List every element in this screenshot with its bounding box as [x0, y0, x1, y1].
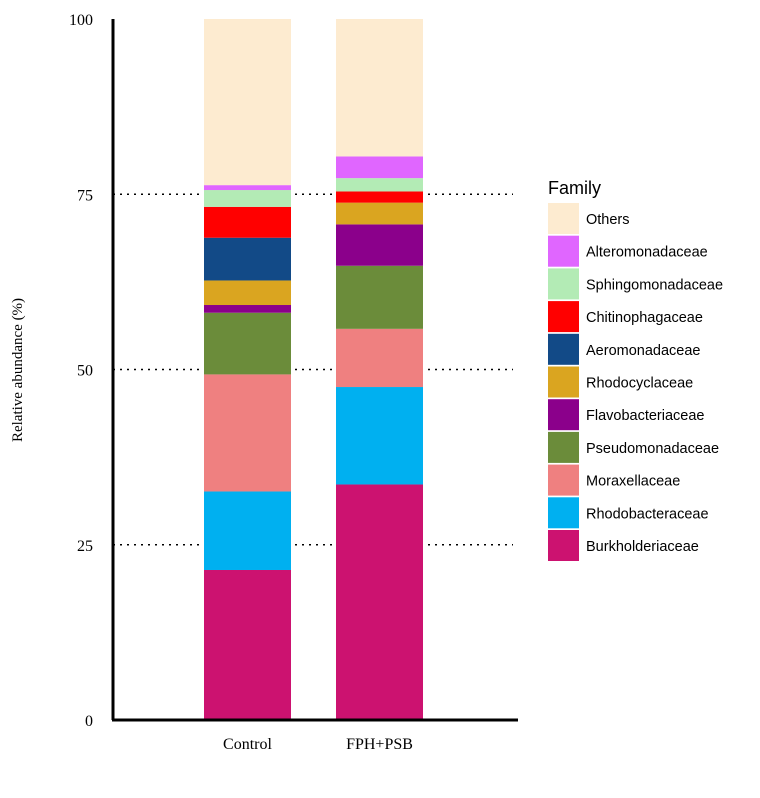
y-tick-label-0: 0 — [85, 713, 93, 730]
legend-swatch-alteromonadaceae — [548, 235, 579, 267]
legend-swatch-rhodocyclaceae — [548, 366, 579, 398]
bar-segment-fph-psb-others — [336, 19, 423, 157]
legend-title: Family — [548, 178, 601, 198]
bar-segment-control-chitinophagaceae — [204, 206, 291, 238]
legend-label-chitinophagaceae: Chitinophagaceae — [586, 310, 703, 326]
bar-segment-fph-psb-alteromonadaceae — [336, 156, 423, 179]
legend-label-others: Others — [586, 212, 630, 228]
y-tick-label-50: 50 — [77, 363, 93, 380]
legend-swatch-pseudomonadaceae — [548, 431, 579, 463]
legend-label-alteromonadaceae: Alteromonadaceae — [586, 245, 708, 261]
legend-swatch-sphingomonadaceae — [548, 268, 579, 300]
bar-segment-fph-psb-sphingomonadaceae — [336, 178, 423, 192]
y-tick-labels: 0 25 50 75 100 — [69, 12, 93, 730]
legend-label-flavobacteriaceae: Flavobacteriaceae — [586, 408, 705, 424]
bar-segment-control-burkholderiaceae — [204, 569, 291, 720]
bar-segment-control-alteromonadaceae — [204, 185, 291, 191]
y-tick-label-100: 100 — [69, 12, 93, 29]
legend-label-moraxellaceae: Moraxellaceae — [586, 474, 680, 490]
legend-label-burkholderiaceae: Burkholderiaceae — [586, 539, 699, 555]
bar-segment-fph-psb-pseudomonadaceae — [336, 265, 423, 329]
legend-swatch-chitinophagaceae — [548, 301, 579, 333]
bar-segment-fph-psb-chitinophagaceae — [336, 191, 423, 203]
x-tick-label-control: Control — [223, 736, 272, 753]
bar-segment-fph-psb-rhodocyclaceae — [336, 202, 423, 225]
legend-swatch-burkholderiaceae — [548, 530, 579, 561]
legend-label-rhodocyclaceae: Rhodocyclaceae — [586, 376, 693, 392]
bar-segment-control-pseudomonadaceae — [204, 312, 291, 375]
bar-segment-control-rhodobacteraceae — [204, 491, 291, 570]
gridlines — [113, 193, 513, 546]
y-tick-label-25: 25 — [77, 538, 93, 555]
legend-swatch-rhodobacteraceae — [548, 497, 579, 529]
bar-segment-control-moraxellaceae — [204, 374, 291, 492]
bar-segment-fph-psb-burkholderiaceae — [336, 484, 423, 720]
x-tick-labels: Control FPH+PSB — [223, 736, 413, 753]
legend-label-rhodobacteraceae: Rhodobacteraceae — [586, 506, 709, 522]
bar-segment-control-flavobacteriaceae — [204, 305, 291, 313]
y-axis-title: Relative abundance (%) — [10, 298, 26, 442]
y-tick-label-75: 75 — [77, 187, 93, 204]
bars — [204, 19, 423, 720]
x-tick-label-fph-psb: FPH+PSB — [346, 736, 413, 753]
bar-segment-control-aeromonadaceae — [204, 237, 291, 281]
legend-label-pseudomonadaceae: Pseudomonadaceae — [586, 441, 719, 457]
bar-segment-fph-psb-moraxellaceae — [336, 328, 423, 388]
bar-segment-fph-psb-rhodobacteraceae — [336, 387, 423, 485]
bar-segment-control-sphingomonadaceae — [204, 190, 291, 207]
legend-label-aeromonadaceae: Aeromonadaceae — [586, 343, 700, 359]
legend-swatch-moraxellaceae — [548, 464, 579, 496]
bar-segment-fph-psb-flavobacteriaceae — [336, 224, 423, 266]
bar-segment-control-rhodocyclaceae — [204, 280, 291, 306]
legend: Family Others Alteromonadaceae Sphingomona… — [548, 178, 723, 561]
legend-swatch-others — [548, 203, 579, 234]
axes — [111, 19, 518, 722]
legend-swatch-aeromonadaceae — [548, 333, 579, 365]
bar-segment-control-others — [204, 19, 291, 186]
legend-swatch-flavobacteriaceae — [548, 399, 579, 431]
legend-label-sphingomonadaceae: Sphingomonadaceae — [586, 277, 723, 293]
